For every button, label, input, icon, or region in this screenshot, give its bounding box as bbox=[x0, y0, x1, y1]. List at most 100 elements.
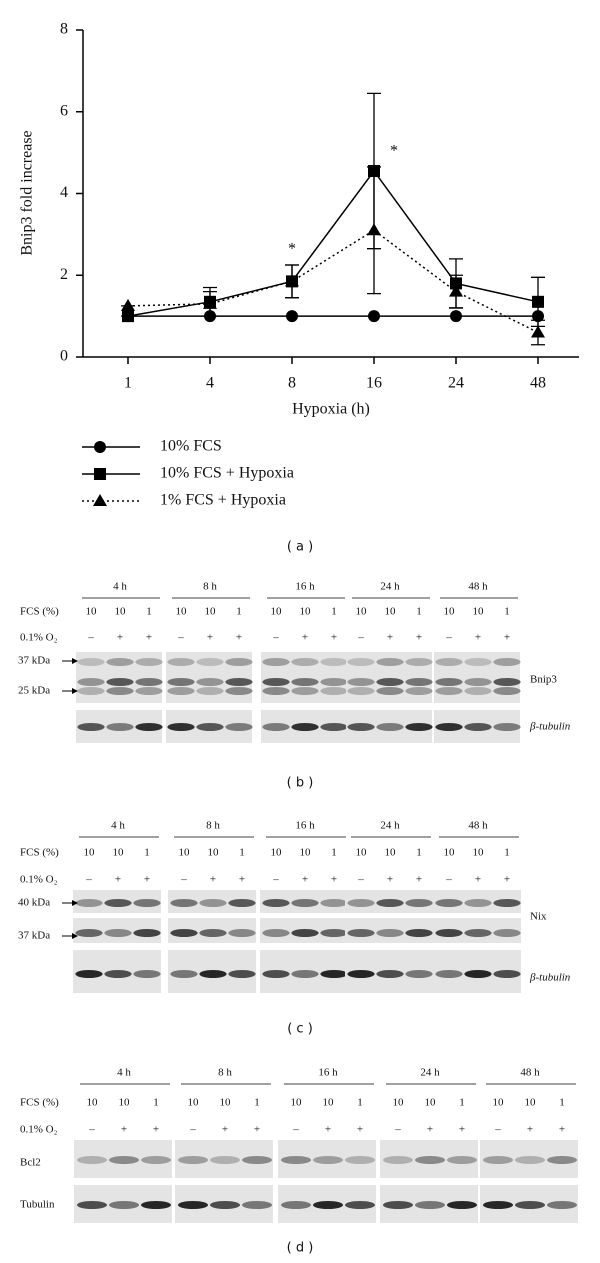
o2-value: – bbox=[272, 874, 279, 886]
band bbox=[225, 687, 253, 695]
band bbox=[76, 1201, 108, 1209]
band bbox=[196, 687, 224, 695]
band bbox=[464, 678, 492, 686]
band bbox=[133, 929, 161, 937]
o2-value: – bbox=[445, 632, 452, 644]
fcs-value: 10 bbox=[291, 1097, 303, 1109]
band bbox=[435, 687, 463, 695]
y-tick-label: 2 bbox=[60, 266, 68, 283]
band bbox=[347, 658, 375, 666]
fcs-value: 10 bbox=[444, 606, 456, 618]
fcs-value: 10 bbox=[271, 606, 283, 618]
o2-value: – bbox=[445, 874, 452, 886]
band bbox=[344, 1156, 376, 1164]
arrow-head bbox=[72, 933, 78, 939]
band bbox=[464, 658, 492, 666]
band bbox=[167, 723, 195, 731]
protein-label: β-tubulin bbox=[529, 721, 571, 733]
fcs-value: 1 bbox=[331, 606, 337, 618]
fcs-value: 10 bbox=[220, 1097, 232, 1109]
band bbox=[405, 929, 433, 937]
marker bbox=[531, 325, 545, 338]
protein-label: Nix bbox=[530, 911, 547, 923]
band bbox=[291, 970, 319, 978]
band bbox=[228, 929, 256, 937]
band bbox=[262, 658, 290, 666]
band bbox=[135, 658, 163, 666]
o2-value: + bbox=[504, 874, 510, 886]
band bbox=[405, 723, 433, 731]
band bbox=[133, 970, 161, 978]
band bbox=[291, 658, 319, 666]
band bbox=[376, 678, 404, 686]
band bbox=[312, 1201, 344, 1209]
band bbox=[262, 970, 290, 978]
fcs-value: 10 bbox=[425, 1097, 437, 1109]
band bbox=[291, 687, 319, 695]
x-tick-label: 1 bbox=[124, 375, 132, 392]
band bbox=[209, 1201, 241, 1209]
blot bbox=[434, 652, 520, 703]
fcs-value: 10 bbox=[493, 1097, 505, 1109]
band bbox=[493, 970, 521, 978]
protein-label: β-tubulin bbox=[529, 972, 571, 984]
o2-value: – bbox=[357, 874, 364, 886]
marker bbox=[449, 284, 463, 297]
o2-value: + bbox=[387, 874, 393, 886]
o2-value: – bbox=[394, 1124, 401, 1136]
o2-value: + bbox=[387, 632, 393, 644]
band bbox=[376, 658, 404, 666]
band bbox=[170, 929, 198, 937]
fcs-value: 10 bbox=[205, 606, 217, 618]
panel-label: ( a ) bbox=[287, 540, 313, 555]
band bbox=[347, 970, 375, 978]
time-label: 16 h bbox=[295, 581, 315, 593]
band bbox=[493, 658, 521, 666]
o2-value: – bbox=[272, 632, 279, 644]
band bbox=[291, 899, 319, 907]
mw-marker: 25 kDa bbox=[18, 685, 50, 697]
band bbox=[135, 687, 163, 695]
band bbox=[376, 970, 404, 978]
band bbox=[435, 658, 463, 666]
band bbox=[405, 678, 433, 686]
band bbox=[77, 658, 105, 666]
legend-label: 1% FCS + Hypoxia bbox=[160, 492, 286, 509]
blot bbox=[168, 890, 256, 913]
series-line bbox=[127, 229, 539, 334]
band bbox=[320, 723, 348, 731]
band bbox=[347, 929, 375, 937]
band bbox=[546, 1201, 578, 1209]
band bbox=[414, 1201, 446, 1209]
band bbox=[435, 723, 463, 731]
panel-label: ( c ) bbox=[287, 1022, 313, 1037]
band bbox=[382, 1201, 414, 1209]
legend-label: 10% FCS + Hypoxia bbox=[160, 465, 294, 482]
fcs-value: 1 bbox=[504, 606, 510, 618]
fcs-value: 10 bbox=[300, 847, 312, 859]
o2-value: – bbox=[189, 1124, 196, 1136]
fcs-value: 10 bbox=[393, 1097, 405, 1109]
annotation: * bbox=[288, 241, 296, 258]
o2-value: + bbox=[236, 632, 242, 644]
band bbox=[464, 899, 492, 907]
fcs-value: 10 bbox=[473, 606, 485, 618]
o2-value: – bbox=[87, 632, 94, 644]
x-tick-label: 48 bbox=[530, 375, 546, 392]
band bbox=[514, 1156, 546, 1164]
band bbox=[493, 899, 521, 907]
band bbox=[376, 687, 404, 695]
o2-value: + bbox=[121, 1124, 127, 1136]
band bbox=[312, 1156, 344, 1164]
fcs-value: 10 bbox=[271, 847, 283, 859]
fcs-row-label: FCS (%) bbox=[20, 1097, 59, 1109]
o2-value: + bbox=[302, 632, 308, 644]
fcs-value: 10 bbox=[385, 606, 397, 618]
band bbox=[464, 929, 492, 937]
arrow-head bbox=[72, 688, 78, 694]
fcs-value: 1 bbox=[236, 606, 242, 618]
legend-marker bbox=[94, 441, 106, 453]
band bbox=[77, 678, 105, 686]
band bbox=[135, 723, 163, 731]
o2-value: + bbox=[115, 874, 121, 886]
